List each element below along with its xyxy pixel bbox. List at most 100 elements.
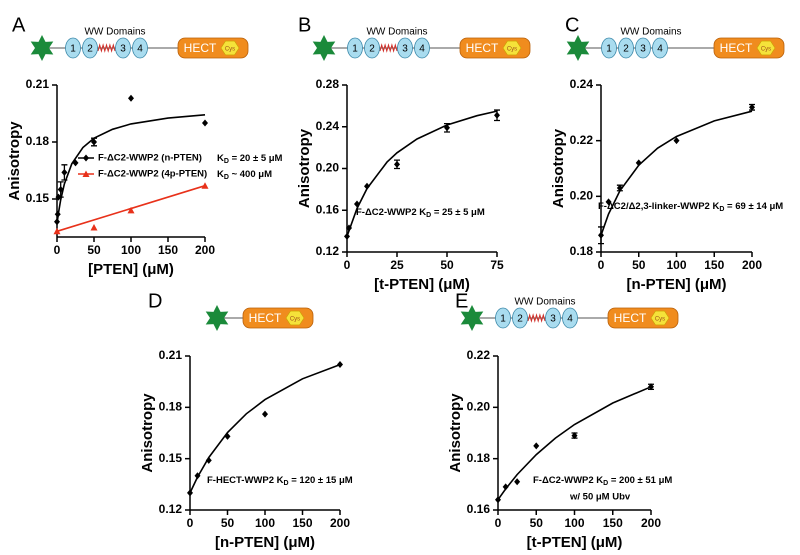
x-tick-label: 0 <box>344 258 351 272</box>
x-tick-label: 50 <box>632 258 646 272</box>
kd-annotation-part: = 200 ± 51 μM <box>608 475 672 486</box>
x-tick-label: 150 <box>603 516 623 530</box>
x-tick-label: 50 <box>530 516 544 530</box>
ww-domain <box>545 307 561 329</box>
panel-letter: A <box>12 14 26 36</box>
fit-curve <box>189 363 341 494</box>
legend-kd: KD ~ 400 μM <box>217 169 272 182</box>
ww-domain-label: 1 <box>352 44 358 55</box>
x-tick-label: 100 <box>666 258 686 272</box>
ww-domain-label: 2 <box>369 44 375 55</box>
y-tick-label: 0.20 <box>570 189 594 203</box>
x-tick-label: 0 <box>187 516 194 530</box>
y-tick-label: 0.18 <box>570 244 594 258</box>
fit-curve <box>600 110 753 236</box>
note: w/ 50 μM Ubv <box>569 492 631 503</box>
ww-domain <box>601 37 617 59</box>
data-point <box>673 137 680 145</box>
ww-domain <box>115 37 131 59</box>
kd-annotation-part: F-HECT-WWP2 K <box>207 475 284 486</box>
cys-label: Cys <box>507 47 517 53</box>
ww-domain-label: 4 <box>419 44 425 55</box>
kd-annotation: F-ΔC2-WWP2 KD = 200 ± 51 μM <box>533 475 672 488</box>
x-tick-label: 150 <box>292 516 312 530</box>
kd-annotation-part: D <box>719 206 724 213</box>
data-point <box>127 206 135 214</box>
y-tick-label: 0.12 <box>316 244 340 258</box>
data-point <box>533 442 540 450</box>
legend-kd: KD = 20 ± 5 μM <box>217 153 283 166</box>
data-point <box>444 124 450 132</box>
x-tick-label: 150 <box>704 258 724 272</box>
kd-annotation-part: D <box>426 212 431 219</box>
y-axis-label: Anisotropy <box>6 121 23 201</box>
data-point <box>128 94 134 102</box>
kd-annotation-part: F-ΔC2-WWP2 K <box>533 475 603 486</box>
data-point <box>571 432 578 440</box>
y-axis-label: Anisotropy <box>447 393 464 473</box>
ww-domain <box>652 37 668 59</box>
ww-domain <box>495 307 511 329</box>
x-tick-label: 50 <box>87 243 101 257</box>
x-axis-label: [t-PTEN] (μM) <box>527 534 623 551</box>
kd-annotation-part: F-ΔC2/Δ2,3-linker-WWP2 K <box>598 201 719 212</box>
kd-annotation: F-ΔC2/Δ2,3-linker-WWP2 KD = 69 ± 14 μM <box>598 201 783 214</box>
ww-domain <box>618 37 634 59</box>
data-point <box>354 200 360 208</box>
data-point <box>494 111 500 119</box>
panel-letter: E <box>455 290 468 312</box>
linker <box>527 313 546 323</box>
y-tick-label: 0.21 <box>159 348 183 362</box>
legend-kd-part: = 20 ± 5 μM <box>229 153 283 164</box>
legend-kd-part: D <box>224 174 229 181</box>
x-tick-label: 50 <box>221 516 235 530</box>
y-tick-label: 0.21 <box>26 77 50 91</box>
ww-domain <box>347 37 363 59</box>
legend-kd-part: K <box>217 153 224 164</box>
legend-label: F-ΔC2-WWP2 (4p-PTEN) <box>98 169 207 180</box>
kd-annotation: F-HECT-WWP2 KD = 120 ± 15 μM <box>207 475 353 488</box>
data-point <box>72 159 79 167</box>
kd-annotation-part: = 69 ± 14 μM <box>724 201 783 212</box>
x-axis-label: [PTEN] (μM) <box>88 261 174 278</box>
cys-label: Cys <box>225 47 235 53</box>
cys-hexagon <box>502 40 522 56</box>
data-point <box>262 410 268 418</box>
data-point <box>53 227 61 235</box>
kd-annotation-part: = 120 ± 15 μM <box>289 475 353 486</box>
cys-hexagon <box>285 310 305 326</box>
data-point <box>648 383 654 391</box>
data-point <box>201 182 209 189</box>
data-point <box>337 361 343 369</box>
panel-letter: D <box>148 290 162 312</box>
y-tick-label: 0.28 <box>316 77 340 91</box>
data-point <box>91 138 97 146</box>
data-point <box>57 186 64 193</box>
kd-annotation-part: F-ΔC2-WWP2 K <box>356 207 426 218</box>
ww-domain-label: 3 <box>402 44 408 55</box>
y-tick-label: 0.24 <box>570 77 594 91</box>
y-tick-label: 0.24 <box>316 119 340 133</box>
ww-domain <box>132 37 148 59</box>
x-tick-label: 200 <box>641 516 661 530</box>
y-tick-label: 0.16 <box>316 202 340 216</box>
fit-curve <box>56 114 206 224</box>
cys-label: Cys <box>655 317 665 323</box>
y-tick-label: 0.16 <box>467 502 491 516</box>
x-tick-label: 200 <box>742 258 762 272</box>
x-tick-label: 200 <box>195 243 215 257</box>
legend-marker <box>83 154 89 162</box>
ww-domain <box>512 307 528 329</box>
x-tick-label: 0 <box>54 243 61 257</box>
legend-label: F-ΔC2-WWP2 (n-PTEN) <box>98 153 202 164</box>
hect-label: HECT <box>249 311 282 325</box>
data-point <box>616 184 623 192</box>
data-point <box>205 456 212 464</box>
ww-domain <box>562 307 578 329</box>
data-point <box>495 496 501 504</box>
ww-domain-label: 3 <box>550 314 556 325</box>
data-point <box>202 119 208 127</box>
ww-domain <box>635 37 651 59</box>
data-point <box>90 224 98 231</box>
